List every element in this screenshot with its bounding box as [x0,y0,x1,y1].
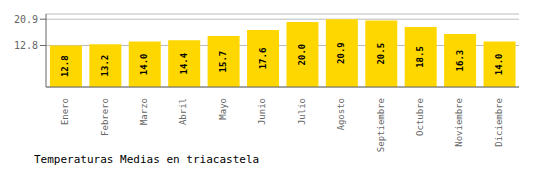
svg-text:16.3: 16.3 [455,50,465,72]
svg-text:Julio: Julio [297,98,307,125]
svg-text:Noviembre: Noviembre [454,98,464,147]
svg-text:14.4: 14.4 [179,52,189,74]
svg-text:20.9: 20.9 [336,42,346,64]
svg-text:12.8: 12.8 [60,55,70,77]
svg-text:Abril: Abril [178,98,188,125]
svg-text:12.8: 12.8 [14,40,38,51]
svg-text:20.0: 20.0 [297,44,307,66]
html-text:Temperaturas Medias en triacas: Temperaturas Medias en triacastela [34,153,260,166]
svg-text:Marzo: Marzo [139,98,149,125]
svg-text:20.9: 20.9 [14,14,38,25]
svg-text:13.2: 13.2 [100,55,110,77]
svg-text:Octubre: Octubre [415,98,425,136]
svg-text:18.5: 18.5 [415,46,425,68]
svg-text:17.6: 17.6 [258,48,268,70]
svg-text:15.7: 15.7 [218,51,228,73]
svg-text:Mayo: Mayo [218,98,228,120]
svg-text:14.0: 14.0 [494,53,504,75]
svg-text:14.0: 14.0 [139,53,149,75]
svg-text:Septiembre: Septiembre [376,98,386,152]
svg-text:Enero: Enero [60,98,70,125]
svg-text:Diciembre: Diciembre [494,98,504,147]
svg-text:20.5: 20.5 [376,43,386,65]
svg-text:Agosto: Agosto [336,98,346,131]
svg-text:Junio: Junio [257,98,267,125]
svg-text:Febrero: Febrero [100,98,110,136]
